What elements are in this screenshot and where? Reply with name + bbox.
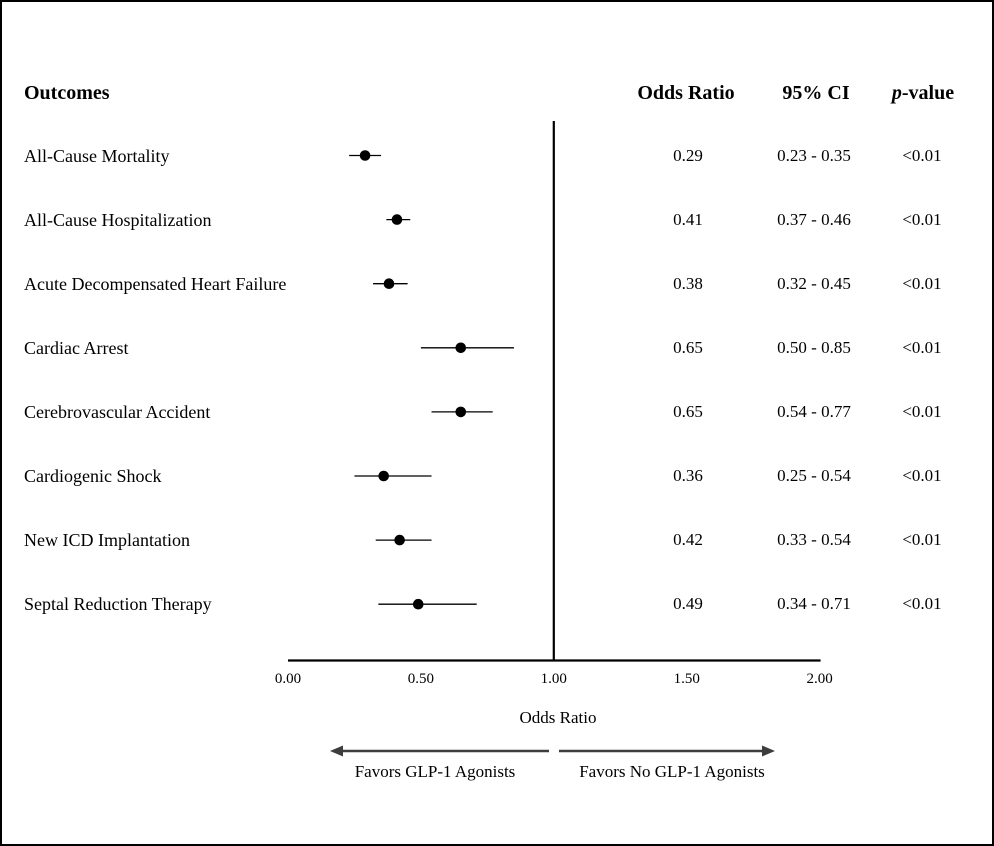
point-estimate-dot — [391, 214, 403, 225]
outcome-label: Cerebrovascular Accident — [24, 401, 211, 422]
ci-column-header: 95% CI — [782, 82, 850, 104]
odds-ratio-value: 0.65 — [673, 337, 703, 357]
point-estimate-dot — [455, 406, 467, 418]
point-estimate-dot — [412, 598, 424, 610]
ci-value: 0.37 - 0.46 — [777, 209, 851, 229]
point-estimate-dot — [378, 470, 389, 482]
point-estimate-dot — [383, 278, 395, 290]
ci-value: 0.33 - 0.54 — [777, 530, 851, 550]
outcome-label: All-Cause Hospitalization — [24, 209, 212, 230]
outcome-label: Cardiac Arrest — [24, 337, 129, 358]
outcome-label: Septal Reduction Therapy — [24, 594, 212, 615]
x-axis-tick-label: 1.00 — [540, 671, 567, 687]
odds-ratio-value: 0.41 — [673, 209, 703, 229]
odds-ratio-value: 0.38 — [673, 273, 703, 293]
p-value: <0.01 — [902, 209, 942, 229]
outcome-label: New ICD Implantation — [24, 530, 190, 551]
ci-value: 0.34 - 0.71 — [777, 594, 851, 614]
outcome-label: Acute Decompensated Heart Failure — [24, 273, 287, 294]
p-value: <0.01 — [902, 594, 942, 614]
p-value: <0.01 — [902, 337, 942, 357]
ci-value: 0.50 - 0.85 — [777, 337, 851, 357]
p-value: <0.01 — [902, 466, 942, 485]
favors-right-label: Favors No GLP-1 Agonists — [579, 762, 765, 781]
x-axis-tick-label: 2.00 — [806, 671, 833, 687]
pvalue-header-rest: -value — [901, 82, 955, 104]
ci-value: 0.25 - 0.54 — [777, 466, 851, 485]
odds-ratio-value: 0.29 — [673, 145, 703, 165]
p-value: <0.01 — [902, 145, 942, 165]
ci-value: 0.32 - 0.45 — [777, 273, 851, 293]
odds-ratio-value: 0.49 — [673, 594, 703, 614]
point-estimate-dot — [359, 150, 371, 161]
odds-ratio-value: 0.65 — [673, 401, 703, 421]
pvalue-header-p: p — [891, 82, 902, 104]
pvalue-column-header: p-value — [892, 80, 954, 106]
x-axis-tick-label: 1.50 — [673, 671, 700, 687]
p-value: <0.01 — [902, 530, 942, 550]
odds-ratio-value: 0.42 — [673, 530, 703, 550]
odds-ratio-value: 0.36 — [673, 466, 703, 485]
x-axis-tick-label: 0.00 — [274, 671, 302, 687]
point-estimate-dot — [394, 534, 405, 546]
x-axis-tick-label: 0.50 — [407, 671, 435, 687]
right-arrow-head — [762, 745, 775, 757]
outcome-label: All-Cause Mortality — [24, 145, 170, 166]
point-estimate-dot — [455, 342, 467, 354]
left-arrow-head — [330, 745, 343, 757]
ci-value: 0.23 - 0.35 — [777, 145, 851, 165]
p-value: <0.01 — [902, 273, 942, 293]
ci-value: 0.54 - 0.77 — [777, 401, 851, 421]
p-value: <0.01 — [902, 401, 942, 421]
favors-left-label: Favors GLP-1 Agonists — [354, 762, 516, 781]
outcome-label: Cardiogenic Shock — [24, 466, 162, 486]
outcomes-column-header: Outcomes — [24, 82, 110, 104]
odds-ratio-column-header: Odds Ratio — [637, 82, 735, 104]
x-axis-title: Odds Ratio — [519, 708, 597, 727]
